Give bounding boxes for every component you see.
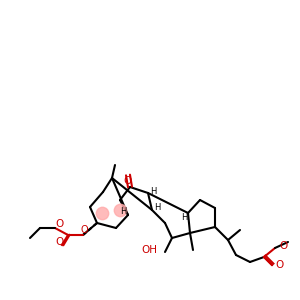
Point	[100, 211, 104, 215]
Text: O: O	[56, 219, 64, 229]
Text: O: O	[80, 225, 88, 235]
Text: O: O	[56, 237, 64, 247]
Text: O: O	[276, 260, 284, 270]
Text: O: O	[124, 176, 132, 186]
Text: H: H	[120, 208, 126, 217]
Point	[118, 208, 122, 212]
Text: H: H	[154, 202, 160, 211]
Text: OH: OH	[141, 245, 157, 255]
Text: H: H	[181, 214, 187, 223]
Text: H: H	[150, 187, 156, 196]
Text: O: O	[279, 241, 287, 251]
